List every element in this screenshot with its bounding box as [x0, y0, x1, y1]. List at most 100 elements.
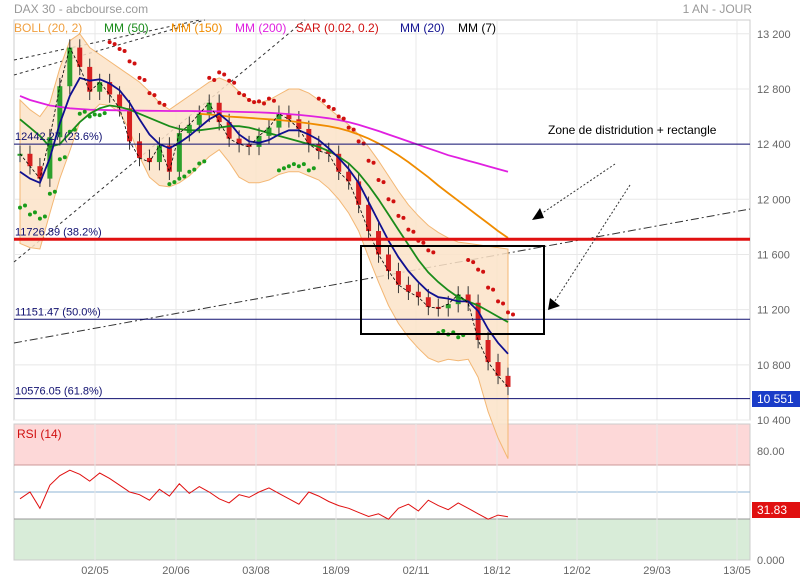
sar-dot	[331, 106, 336, 111]
sar-dot	[471, 260, 476, 265]
y-tick-label: 13 200	[757, 29, 791, 41]
sar-dot	[396, 213, 401, 218]
candle-body	[17, 153, 23, 156]
sar-dot	[426, 248, 431, 253]
y-tick-label: 11 200	[757, 305, 790, 317]
candle-body	[306, 128, 312, 145]
sar-dot	[182, 174, 187, 179]
candle-body	[296, 119, 302, 129]
candle-body	[495, 362, 501, 376]
sar-dot	[187, 169, 192, 174]
candle-body	[485, 340, 491, 363]
sar-dot	[32, 210, 37, 215]
series-line-mm20	[19, 76, 509, 355]
candle-body	[107, 82, 113, 95]
sar-dot	[266, 96, 271, 101]
sar-dot	[23, 203, 27, 208]
candle-body	[137, 141, 143, 158]
sar-dot	[232, 80, 237, 85]
sar-dot	[122, 49, 127, 54]
sar-dot	[197, 161, 202, 166]
sar-dot	[67, 129, 72, 134]
sar-dot	[57, 157, 62, 162]
axes: 13 200 12 800 12 400 12 000 11 600 11 200 10 8…	[81, 29, 790, 577]
sar-dot	[381, 180, 386, 185]
sar-dot	[366, 158, 371, 163]
candle-body	[415, 291, 421, 298]
sar-dot	[481, 269, 486, 274]
x-tick-label: 12/02	[563, 565, 591, 577]
sar-dot	[262, 101, 267, 106]
last-price-value: 10 551	[757, 392, 794, 406]
sar-dot	[72, 127, 77, 132]
y-tick-label: 12 000	[757, 194, 791, 206]
sar-dot	[271, 98, 276, 103]
sar-dot	[441, 329, 446, 334]
annotation-arrowhead-2	[548, 298, 560, 310]
sar-dot	[281, 166, 286, 171]
legend-item: MM (200)	[235, 21, 287, 35]
candle-body	[67, 47, 73, 87]
candle-body	[57, 86, 63, 138]
sar-dot	[242, 93, 247, 98]
sar-dot	[421, 240, 426, 245]
y-tick-label: 10 400	[757, 415, 791, 427]
sar-dot	[152, 93, 157, 98]
sar-dot	[132, 61, 137, 66]
candle-body	[117, 94, 123, 109]
sar-dots	[18, 40, 515, 340]
sar-dot	[456, 335, 461, 340]
candle-body	[37, 166, 43, 179]
bollinger-fill	[19, 33, 509, 459]
sar-dot	[237, 91, 242, 96]
sar-dot	[252, 100, 257, 105]
candle-body	[246, 144, 252, 147]
sar-dot	[311, 166, 316, 171]
sar-dot	[291, 162, 296, 167]
x-tick-label: 18/12	[483, 565, 511, 577]
rsi-y-tick-label: 80.00	[757, 446, 785, 458]
series-line-mm7	[19, 46, 509, 388]
candle-body	[455, 294, 461, 305]
sar-dot	[18, 205, 22, 210]
series-line-mm150	[199, 112, 509, 239]
trendline-upper-2	[13, 19, 201, 61]
sar-dot	[157, 100, 162, 105]
candle-body	[395, 271, 401, 285]
sar-dot	[227, 78, 232, 83]
candle-body	[216, 102, 222, 123]
rsi-series	[19, 469, 509, 520]
fib-label: 11726.89 (38.2%)	[15, 226, 102, 238]
y-tick-label: 10 800	[757, 360, 791, 372]
sar-dot	[346, 125, 351, 130]
sar-dot	[491, 287, 496, 292]
y-tick-label: 11 600	[757, 249, 790, 261]
candle-body	[286, 113, 292, 120]
sar-dot	[326, 104, 331, 109]
sar-dot	[127, 59, 132, 64]
candle-body	[87, 66, 93, 92]
annotation-arrowhead-1	[532, 208, 544, 220]
sar-dot	[62, 155, 67, 160]
x-tick-label: 02/05	[81, 565, 109, 577]
rsi-line	[19, 469, 509, 520]
candle-body	[336, 153, 342, 172]
sar-dot	[192, 167, 197, 172]
candle-body	[326, 151, 332, 154]
candle-body	[156, 145, 162, 163]
sar-dot	[27, 212, 32, 217]
candle-body	[77, 47, 83, 67]
candle-body	[146, 157, 152, 163]
rsi-overbought-zone	[14, 424, 750, 465]
sar-dot	[202, 159, 207, 164]
legend-item: SAR (0.02, 0.2)	[296, 21, 379, 35]
x-tick-label: 03/08	[242, 565, 270, 577]
sar-dot	[496, 299, 501, 304]
sar-dot	[147, 91, 152, 96]
sar-dot	[107, 40, 112, 45]
sar-dot	[431, 250, 436, 255]
sar-dot	[466, 258, 471, 262]
sar-dot	[162, 102, 167, 107]
sar-dot	[306, 168, 311, 173]
